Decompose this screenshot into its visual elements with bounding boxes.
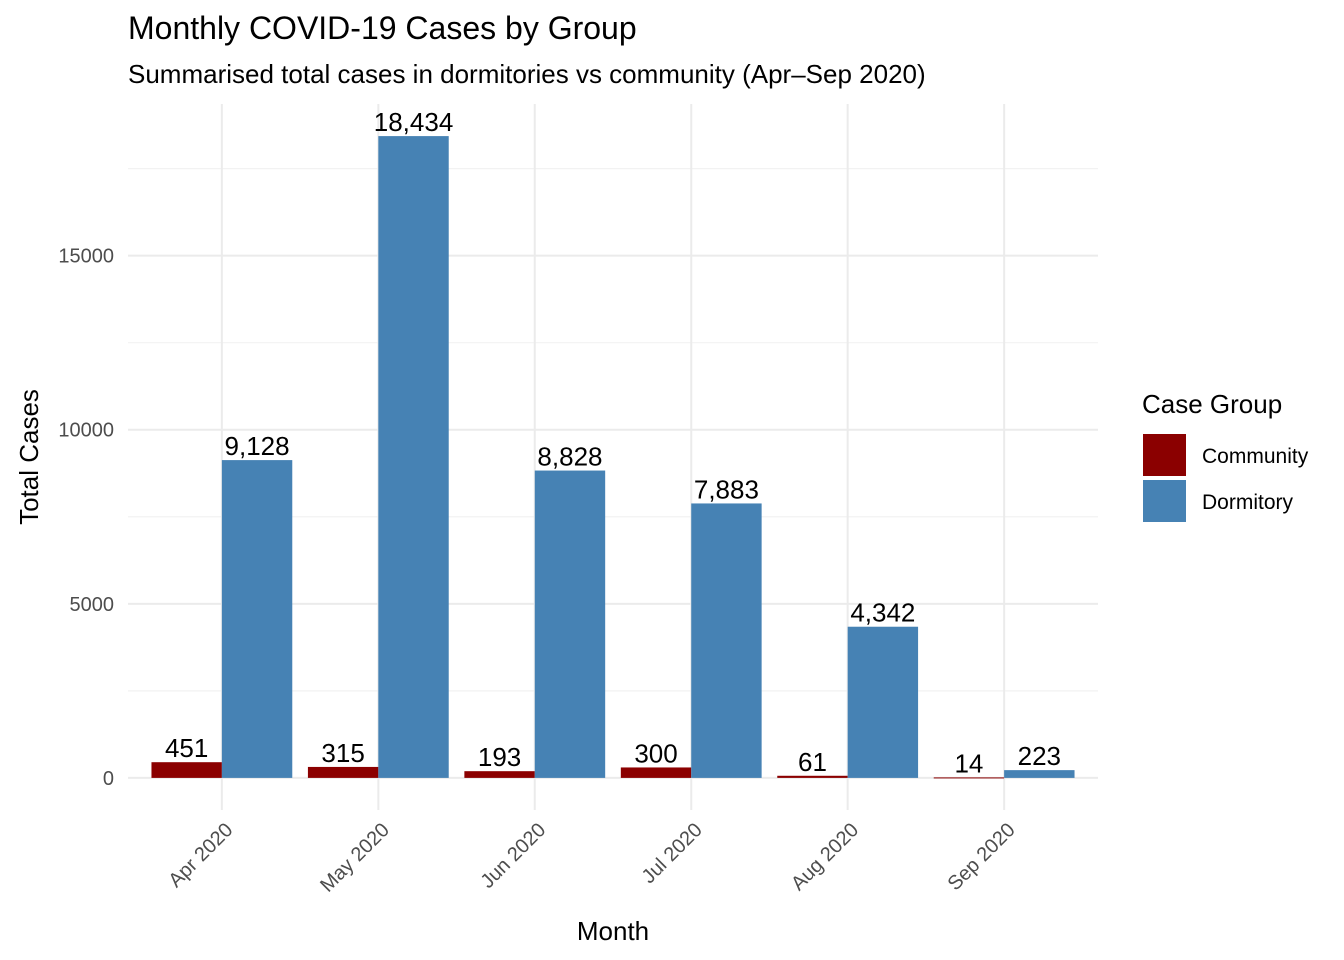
bar-dormitory-6: [1004, 770, 1075, 778]
bar-community-2: [307, 766, 379, 778]
data-label: 9,128: [225, 431, 290, 461]
x-tick-label: Jun 2020: [477, 819, 551, 893]
bar-dormitory-4: [691, 503, 762, 778]
bar-community-6: [933, 777, 1005, 779]
x-tick-label: Aug 2020: [787, 819, 863, 895]
bar-community-1: [151, 762, 222, 778]
bar-dormitory-1: [221, 460, 293, 778]
bar-dormitory-5: [847, 626, 919, 778]
data-label: 61: [798, 747, 827, 777]
chart-title: Monthly COVID-19 Cases by Group: [128, 10, 637, 46]
legend-label-community: Community: [1202, 445, 1309, 468]
data-label: 18,434: [374, 107, 454, 137]
data-label: 223: [1018, 741, 1061, 771]
data-label: 7,883: [694, 474, 759, 504]
bar-community-3: [464, 771, 535, 778]
legend-key-community: [1143, 434, 1186, 476]
legend-title: Case Group: [1142, 389, 1282, 419]
data-label: 451: [165, 733, 208, 763]
data-label: 193: [478, 742, 521, 772]
y-tick-label: 0: [103, 768, 114, 790]
legend-key-dormitory: [1143, 480, 1186, 522]
y-tick-label: 15000: [58, 246, 114, 268]
y-tick-label: 10000: [58, 420, 114, 442]
data-label: 8,828: [537, 442, 602, 472]
data-label: 4,342: [850, 598, 915, 628]
x-tick-label: May 2020: [316, 819, 394, 897]
data-label: 300: [634, 738, 677, 768]
bar-dormitory-2: [378, 136, 449, 778]
data-label: 315: [321, 738, 364, 768]
y-tick-label: 5000: [70, 594, 115, 616]
legend-label-dormitory: Dormitory: [1202, 491, 1294, 514]
x-tick-label: Apr 2020: [164, 819, 237, 892]
chart-subtitle: Summarised total cases in dormitories vs…: [128, 59, 926, 89]
bar-community-4: [620, 767, 692, 778]
y-axis-title: Total Cases: [14, 389, 44, 525]
bar-dormitory-3: [534, 470, 606, 778]
x-axis-title: Month: [577, 916, 649, 946]
x-tick-label: Jul 2020: [638, 819, 707, 888]
data-label: 14: [954, 748, 983, 778]
bar-community-5: [777, 775, 848, 778]
x-tick-label: Sep 2020: [944, 819, 1020, 895]
